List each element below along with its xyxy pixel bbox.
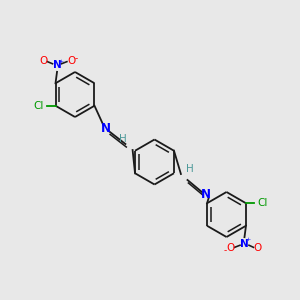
Text: O: O <box>254 243 262 253</box>
Text: O: O <box>226 243 234 253</box>
Text: +: + <box>58 59 64 64</box>
Text: O: O <box>39 56 48 66</box>
Text: Cl: Cl <box>257 198 268 208</box>
Text: N: N <box>200 188 211 202</box>
Text: Cl: Cl <box>34 101 44 111</box>
Text: O: O <box>67 56 76 66</box>
Text: +: + <box>246 237 251 242</box>
Text: N: N <box>52 60 62 70</box>
Text: H: H <box>186 164 194 174</box>
Text: H: H <box>118 134 126 144</box>
Text: N: N <box>240 239 249 249</box>
Text: N: N <box>100 122 111 135</box>
Text: -: - <box>75 54 78 63</box>
Text: -: - <box>224 246 226 255</box>
